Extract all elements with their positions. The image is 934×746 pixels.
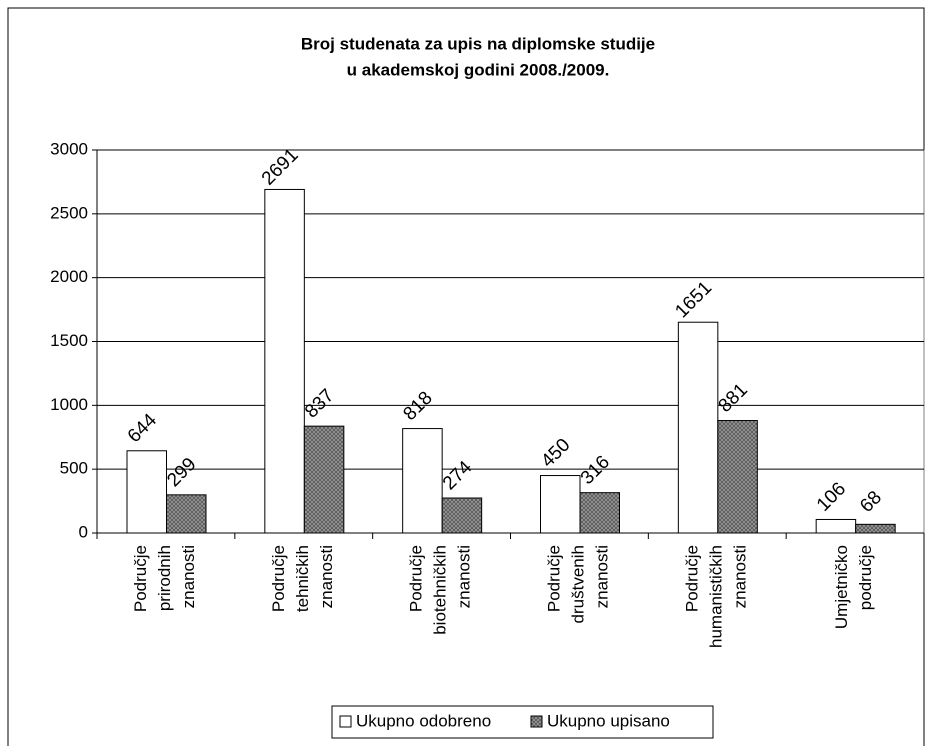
bar [441,497,483,534]
bar [579,492,620,534]
legend-label: Ukupno odobreno [356,711,491,730]
y-tick-label: 3000 [50,139,88,158]
bar [126,450,167,534]
y-tick-label: 1500 [50,331,88,350]
legend-label: Ukupno upisano [547,711,670,730]
legend [331,705,714,739]
x-tick-label: Područje tehničkih znanosti [269,545,336,612]
x-tick-label: Područje biotehničkih znanosti [407,545,474,635]
bar [402,428,443,534]
bar [540,475,581,534]
y-tick-label: 2000 [50,267,88,286]
y-tick-label: 0 [79,522,88,541]
bar [264,188,305,534]
x-tick-label: Područje društvenih znanosti [545,545,612,623]
bar [303,425,345,534]
chart-title: Broj studenata za upis na diplomske stud… [301,34,655,53]
x-tick-label: Područje prirodnih znanosti [131,545,198,612]
bar [677,321,719,534]
x-tick-label: Umjetničko područje [833,545,876,629]
bar [855,523,896,534]
bar [815,518,857,534]
y-tick-label: 1000 [50,395,88,414]
y-tick-label: 2500 [50,203,88,222]
legend-swatch [339,715,352,728]
x-tick-label: Područje humanističkih znanosti [683,545,750,648]
chart-title: u akademskoj godini 2008./2009. [347,60,610,79]
bar [717,420,758,534]
bar [166,494,207,534]
legend-swatch [530,715,543,728]
y-tick-label: 500 [60,459,88,478]
